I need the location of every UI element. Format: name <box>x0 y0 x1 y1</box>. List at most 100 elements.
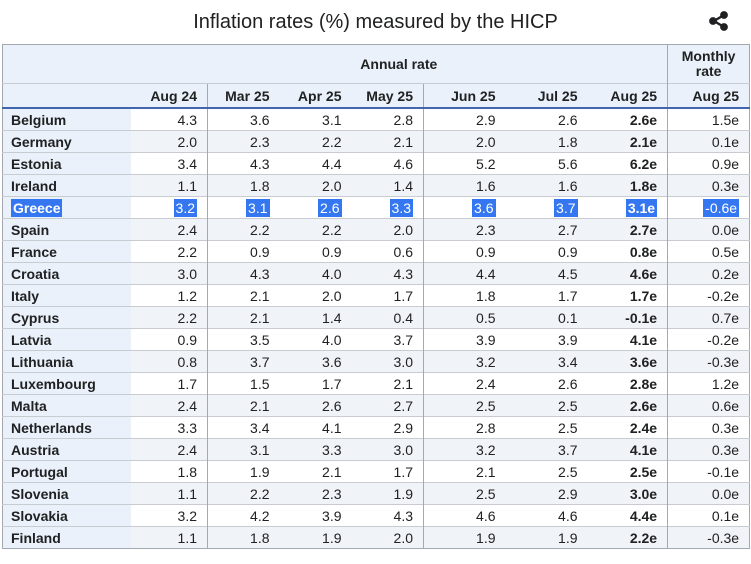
value-cell: 2.2 <box>207 482 280 505</box>
row-header-country: Malta <box>2 394 131 417</box>
value-cell: 0.9 <box>130 328 208 351</box>
value-cell: 2.4e <box>587 416 668 439</box>
row-header-country: Cyprus <box>2 306 131 329</box>
value-cell: 3.0 <box>130 262 208 285</box>
value-cell: 3.6e <box>587 350 668 373</box>
value-cell: 1.8 <box>423 284 506 307</box>
value-cell: 1.4 <box>351 174 424 197</box>
value-cell: 1.7 <box>130 372 208 395</box>
row-header-country: Italy <box>2 284 131 307</box>
value-cell: 0.8e <box>587 240 668 263</box>
value-cell: 3.2 <box>423 350 506 373</box>
row-header-country: Estonia <box>2 152 131 175</box>
row-header-country: Portugal <box>2 460 131 483</box>
table-row: France 2.2 0.9 0.9 0.6 0.9 0.9 0.8e 0.5e <box>2 240 750 263</box>
value-cell: 5.2 <box>423 152 506 175</box>
value-cell: 0.1e <box>667 504 750 527</box>
value-cell: 2.0 <box>279 174 352 197</box>
row-header-country: Luxembourg <box>2 372 131 395</box>
value-cell: 3.0 <box>351 438 424 461</box>
value-cell: 0.9 <box>207 240 280 263</box>
value-cell: 4.2 <box>207 504 280 527</box>
column-header: Aug 25 <box>587 83 668 109</box>
table-row: Cyprus 2.2 2.1 1.4 0.4 0.5 0.1 -0.1e 0.7e <box>2 306 750 329</box>
value-cell: 1.6 <box>423 174 506 197</box>
row-header-country: Netherlands <box>2 416 131 439</box>
value-cell: 3.3 <box>279 438 352 461</box>
value-cell: 3.5 <box>207 328 280 351</box>
value-cell: 1.1 <box>130 482 208 505</box>
value-cell: 2.5 <box>505 460 588 483</box>
corner-cell <box>2 44 131 84</box>
value-cell: 1.7 <box>505 284 588 307</box>
table-row: Finland 1.1 1.8 1.9 2.0 1.9 1.9 2.2e -0.3e <box>2 526 750 549</box>
column-header: May 25 <box>351 83 424 109</box>
value-cell: -0.6e <box>667 196 750 219</box>
value-cell: 2.1 <box>207 306 280 329</box>
value-cell: 4.6 <box>505 504 588 527</box>
value-cell: 1.7 <box>351 284 424 307</box>
value-cell: 0.9e <box>667 152 750 175</box>
value-cell: 4.3 <box>207 262 280 285</box>
value-cell: 1.9 <box>279 526 352 549</box>
value-cell: 3.9 <box>279 504 352 527</box>
table-row: Netherlands 3.3 3.4 4.1 2.9 2.8 2.5 2.4e 0.3e <box>2 416 750 439</box>
value-cell: 1.1 <box>130 174 208 197</box>
inflation-table: Annual rate Monthly rate Aug 24 Mar 25 Apr… <box>2 44 751 549</box>
value-cell: 2.1 <box>207 394 280 417</box>
annual-rate-header: Annual rate <box>130 44 668 84</box>
value-cell: 1.5 <box>207 372 280 395</box>
value-cell: 1.6 <box>505 174 588 197</box>
value-cell: 2.7 <box>505 218 588 241</box>
value-cell: 2.3 <box>423 218 506 241</box>
row-header-country: Croatia <box>2 262 131 285</box>
value-cell: 2.9 <box>423 107 506 131</box>
value-cell: 0.6e <box>667 394 750 417</box>
value-cell: 2.0 <box>130 130 208 153</box>
table-row: Austria 2.4 3.1 3.3 3.0 3.2 3.7 4.1e 0.3e <box>2 438 750 461</box>
value-cell: 0.6 <box>351 240 424 263</box>
value-cell: 3.6 <box>207 107 280 131</box>
value-cell: 2.4 <box>423 372 506 395</box>
value-cell: 2.8e <box>587 372 668 395</box>
value-cell: 2.1 <box>279 460 352 483</box>
column-header: Aug 25 <box>667 83 750 109</box>
share-icon <box>708 11 730 36</box>
value-cell: 1.7 <box>279 372 352 395</box>
value-cell: 3.7 <box>207 350 280 373</box>
value-cell: 1.2 <box>130 284 208 307</box>
column-header: Aug 24 <box>130 83 208 109</box>
value-cell: 2.0 <box>351 218 424 241</box>
value-cell: 3.0e <box>587 482 668 505</box>
value-cell: 0.5 <box>423 306 506 329</box>
row-header-country: Finland <box>2 526 131 549</box>
table-row: Italy 1.2 2.1 2.0 1.7 1.8 1.7 1.7e -0.2e <box>2 284 750 307</box>
value-cell: -0.2e <box>667 284 750 307</box>
value-cell: -0.1e <box>587 306 668 329</box>
monthly-rate-header: Monthly rate <box>667 44 750 84</box>
value-cell: 3.9 <box>505 328 588 351</box>
value-cell: 1.8 <box>130 460 208 483</box>
value-cell: 1.8 <box>505 130 588 153</box>
value-cell: 2.0 <box>423 130 506 153</box>
value-cell: -0.1e <box>667 460 750 483</box>
value-cell: 4.4e <box>587 504 668 527</box>
column-header: Mar 25 <box>207 83 280 109</box>
value-cell: 4.1e <box>587 438 668 461</box>
value-cell: 2.2 <box>279 218 352 241</box>
corner-cell <box>2 83 131 109</box>
value-cell: 2.4 <box>130 438 208 461</box>
row-header-country: Germany <box>2 130 131 153</box>
value-cell: 3.1e <box>587 196 668 219</box>
value-cell: 2.2 <box>130 240 208 263</box>
value-cell: 0.4 <box>351 306 424 329</box>
value-cell: 3.1 <box>207 438 280 461</box>
value-cell: 2.5 <box>423 482 506 505</box>
share-button[interactable] <box>707 9 731 35</box>
column-header: Jun 25 <box>423 83 506 109</box>
value-cell: 4.6 <box>423 504 506 527</box>
value-cell: -0.3e <box>667 350 750 373</box>
value-cell: 2.6e <box>587 107 668 131</box>
row-header-country: Slovakia <box>2 504 131 527</box>
value-cell: 2.2 <box>130 306 208 329</box>
